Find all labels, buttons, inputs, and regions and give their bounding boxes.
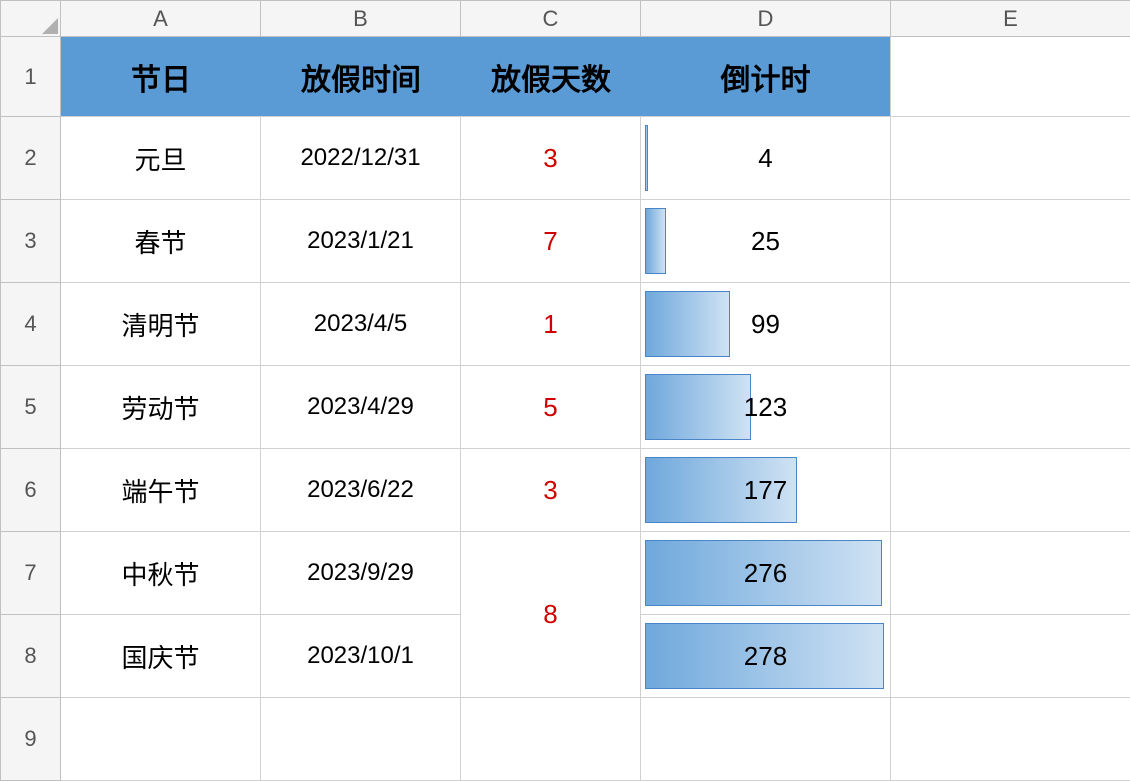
cell-days-3[interactable]: 7 — [461, 200, 641, 283]
databar-wrap: 123 — [641, 366, 890, 448]
days-text: 8 — [543, 599, 557, 630]
databar — [645, 374, 751, 440]
databar — [645, 291, 730, 357]
date-text: 2023/4/5 — [314, 310, 407, 338]
cell-days-6[interactable]: 3 — [461, 449, 641, 532]
header-cell-3: 倒计时 — [641, 37, 891, 117]
days-text: 5 — [543, 392, 557, 423]
col-header-B[interactable]: B — [261, 1, 461, 37]
date-text: 2023/1/21 — [307, 227, 414, 255]
days-text: 7 — [543, 226, 557, 257]
cell-date-6[interactable]: 2023/6/22 — [261, 449, 461, 532]
cell-holiday-3[interactable]: 春节 — [61, 200, 261, 283]
countdown-text: 276 — [744, 558, 787, 589]
cell-row9-3[interactable] — [641, 698, 891, 781]
cell-date-8[interactable]: 2023/10/1 — [261, 615, 461, 698]
row-header-8[interactable]: 8 — [1, 615, 61, 698]
cell-E8[interactable] — [891, 615, 1130, 698]
cell-E2[interactable] — [891, 117, 1130, 200]
cell-holiday-5[interactable]: 劳动节 — [61, 366, 261, 449]
cell-row9-2[interactable] — [461, 698, 641, 781]
cell-E1[interactable] — [891, 37, 1130, 117]
cell-E5[interactable] — [891, 366, 1130, 449]
date-text: 2022/12/31 — [300, 144, 420, 172]
cell-countdown-6[interactable]: 177 — [641, 449, 891, 532]
cell-holiday-6[interactable]: 端午节 — [61, 449, 261, 532]
col-header-E[interactable]: E — [891, 1, 1130, 37]
cell-holiday-2[interactable]: 元旦 — [61, 117, 261, 200]
row-header-9[interactable]: 9 — [1, 698, 61, 781]
days-text: 3 — [543, 143, 557, 174]
select-all-corner[interactable] — [1, 1, 61, 37]
cell-date-5[interactable]: 2023/4/29 — [261, 366, 461, 449]
cell-countdown-2[interactable]: 4 — [641, 117, 891, 200]
databar-wrap: 4 — [641, 117, 890, 199]
row-header-6[interactable]: 6 — [1, 449, 61, 532]
row-header-1[interactable]: 1 — [1, 37, 61, 117]
date-text: 2023/10/1 — [307, 642, 414, 670]
date-text: 2023/6/22 — [307, 476, 414, 504]
cell-E3[interactable] — [891, 200, 1130, 283]
cell-countdown-4[interactable]: 99 — [641, 283, 891, 366]
row-header-5[interactable]: 5 — [1, 366, 61, 449]
cell-row9-0[interactable] — [61, 698, 261, 781]
databar-wrap: 99 — [641, 283, 890, 365]
cell-holiday-4[interactable]: 清明节 — [61, 283, 261, 366]
cell-holiday-8[interactable]: 国庆节 — [61, 615, 261, 698]
databar-wrap: 177 — [641, 449, 890, 531]
date-text: 2023/9/29 — [307, 559, 414, 587]
countdown-text: 99 — [751, 309, 780, 340]
cell-days-5[interactable]: 5 — [461, 366, 641, 449]
days-text: 3 — [543, 475, 557, 506]
col-header-A[interactable]: A — [61, 1, 261, 37]
cell-countdown-3[interactable]: 25 — [641, 200, 891, 283]
databar-wrap: 278 — [641, 615, 890, 697]
cell-holiday-7[interactable]: 中秋节 — [61, 532, 261, 615]
row-header-3[interactable]: 3 — [1, 200, 61, 283]
databar — [645, 208, 666, 274]
countdown-text: 123 — [744, 392, 787, 423]
cell-countdown-8[interactable]: 278 — [641, 615, 891, 698]
cell-date-4[interactable]: 2023/4/5 — [261, 283, 461, 366]
row-header-4[interactable]: 4 — [1, 283, 61, 366]
countdown-text: 177 — [744, 475, 787, 506]
cell-E7[interactable] — [891, 532, 1130, 615]
cell-E4[interactable] — [891, 283, 1130, 366]
cell-row9-4[interactable] — [891, 698, 1130, 781]
cell-E6[interactable] — [891, 449, 1130, 532]
row-header-2[interactable]: 2 — [1, 117, 61, 200]
databar — [645, 125, 648, 191]
databar-wrap: 25 — [641, 200, 890, 282]
row-header-7[interactable]: 7 — [1, 532, 61, 615]
cell-days-2[interactable]: 3 — [461, 117, 641, 200]
cell-date-2[interactable]: 2022/12/31 — [261, 117, 461, 200]
countdown-text: 25 — [751, 226, 780, 257]
days-text: 1 — [543, 309, 557, 340]
cell-date-7[interactable]: 2023/9/29 — [261, 532, 461, 615]
cell-date-3[interactable]: 2023/1/21 — [261, 200, 461, 283]
databar-wrap: 276 — [641, 532, 890, 614]
countdown-text: 278 — [744, 641, 787, 672]
col-header-D[interactable]: D — [641, 1, 891, 37]
date-text: 2023/4/29 — [307, 393, 414, 421]
col-header-C[interactable]: C — [461, 1, 641, 37]
cell-row9-1[interactable] — [261, 698, 461, 781]
cell-countdown-5[interactable]: 123 — [641, 366, 891, 449]
header-cell-0: 节日 — [61, 37, 261, 117]
cell-days-merged[interactable]: 8 — [461, 532, 641, 698]
cell-days-4[interactable]: 1 — [461, 283, 641, 366]
cell-countdown-7[interactable]: 276 — [641, 532, 891, 615]
countdown-text: 4 — [758, 143, 772, 174]
header-cell-1: 放假时间 — [261, 37, 461, 117]
header-cell-2: 放假天数 — [461, 37, 641, 117]
